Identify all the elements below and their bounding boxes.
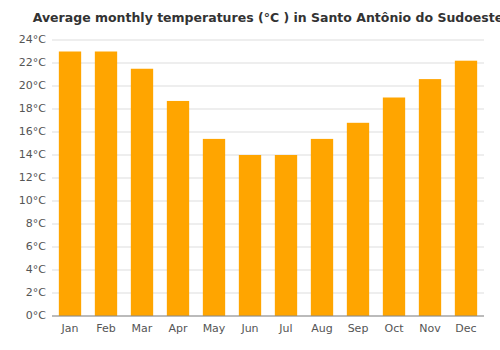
y-tick-label: 2°C bbox=[26, 286, 46, 299]
y-tick-label: 6°C bbox=[26, 240, 46, 253]
y-tick-label: 8°C bbox=[26, 217, 46, 230]
bar bbox=[167, 101, 189, 316]
x-axis-line bbox=[52, 316, 484, 317]
y-tick-label: 14°C bbox=[19, 148, 46, 161]
grid-line bbox=[52, 316, 484, 317]
bar bbox=[239, 155, 261, 316]
y-axis: 0°C 2°C 4°C 6°C 8°C 10°C 12°C 14°C 16°C 18°C 20°C 2… bbox=[19, 33, 46, 322]
bar bbox=[95, 52, 117, 317]
grid-line bbox=[52, 40, 484, 41]
bars bbox=[59, 52, 477, 317]
y-tick-label: 16°C bbox=[19, 125, 46, 138]
bar bbox=[419, 79, 441, 316]
y-tick-label: 22°C bbox=[19, 56, 46, 69]
x-tick-label: Sep bbox=[348, 322, 369, 335]
x-tick-label: Aug bbox=[311, 322, 332, 335]
x-tick-label: Mar bbox=[132, 322, 153, 335]
y-tick-label: 12°C bbox=[19, 171, 46, 184]
bar bbox=[275, 155, 297, 316]
chart: Average monthly temperatures (°C ) in Sa… bbox=[0, 0, 500, 350]
y-tick-label: 20°C bbox=[19, 79, 46, 92]
bar bbox=[383, 98, 405, 317]
x-tick-label: Feb bbox=[96, 322, 115, 335]
bar bbox=[203, 139, 225, 316]
chart-container: Average monthly temperatures (°C ) in Sa… bbox=[0, 0, 500, 350]
x-tick-label: Jan bbox=[61, 322, 79, 335]
y-tick-label: 10°C bbox=[19, 194, 46, 207]
chart-title: Average monthly temperatures (°C ) in Sa… bbox=[33, 10, 500, 25]
y-tick-label: 0°C bbox=[26, 309, 46, 322]
x-tick-label: Jun bbox=[240, 322, 258, 335]
y-grid bbox=[52, 40, 484, 316]
y-tick-label: 4°C bbox=[26, 263, 46, 276]
y-tick-label: 24°C bbox=[19, 33, 46, 46]
x-tick-label: Jul bbox=[278, 322, 292, 335]
bar bbox=[311, 139, 333, 316]
x-tick-label: Apr bbox=[168, 322, 188, 335]
x-tick-label: Dec bbox=[455, 322, 476, 335]
x-tick-label: May bbox=[203, 322, 226, 335]
x-axis: Jan Feb Mar Apr May Jun Jul Aug Sep Oct Nov Dec bbox=[61, 322, 477, 335]
bar bbox=[59, 52, 81, 317]
bar bbox=[455, 61, 477, 316]
y-tick-label: 18°C bbox=[19, 102, 46, 115]
x-tick-label: Oct bbox=[384, 322, 404, 335]
x-tick-label: Nov bbox=[419, 322, 441, 335]
bar bbox=[347, 123, 369, 316]
bar bbox=[131, 69, 153, 316]
